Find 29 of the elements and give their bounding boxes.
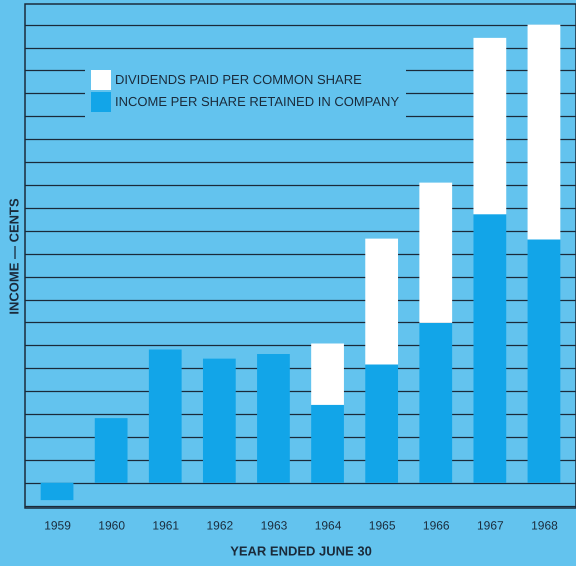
- legend-label: DIVIDENDS PAID PER COMMON SHARE: [115, 72, 362, 87]
- bar: [365, 238, 398, 365]
- bar: [40, 482, 74, 500]
- x-tick-label: 1963: [260, 518, 288, 532]
- bar: [94, 418, 128, 483]
- x-tick-label: 1959: [44, 518, 72, 532]
- x-tick-label: 1962: [206, 518, 234, 532]
- bar: [148, 349, 182, 483]
- x-tick-label: 1960: [98, 518, 126, 532]
- y-axis-title: INCOME — CENTS: [6, 198, 22, 315]
- bar: [528, 239, 560, 483]
- x-tick-label: 1961: [152, 518, 180, 532]
- legend-label: INCOME PER SHARE RETAINED IN COMPANY: [115, 94, 400, 109]
- bar: [419, 182, 452, 323]
- x-tick-label: 1965: [368, 518, 396, 532]
- bar: [311, 343, 344, 405]
- bar: [528, 24, 560, 240]
- x-tick-label: 1967: [477, 518, 504, 532]
- x-tick-label: 1964: [314, 518, 342, 532]
- bar: [473, 38, 506, 214]
- bar: [311, 404, 344, 483]
- bar: [365, 364, 398, 483]
- x-tick-label: 1966: [422, 518, 450, 532]
- bar: [419, 322, 452, 483]
- bar: [202, 358, 236, 483]
- x-tick-label: 1968: [531, 518, 558, 532]
- bar: [473, 214, 506, 483]
- x-axis-title: YEAR ENDED JUNE 30: [230, 544, 372, 558]
- bar: [257, 354, 290, 483]
